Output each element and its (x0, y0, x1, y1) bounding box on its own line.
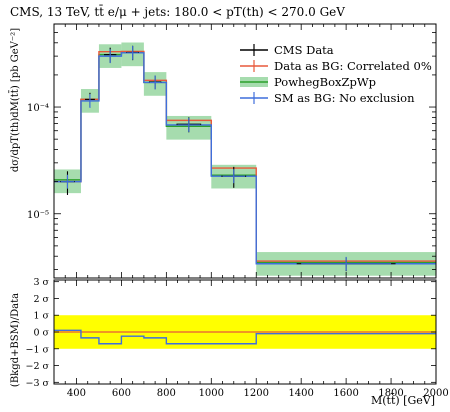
ratio-y-axis-label: (Bkgd+BSM)/Data (10, 293, 21, 387)
ratio-y-tick-label: −1 σ (25, 344, 49, 355)
legend-label: PowhegBoxZpWp (274, 75, 376, 89)
x-axis-label: M(tt̄) [GeV] (371, 394, 435, 407)
ratio-y-tick-label: 2 σ (33, 294, 49, 305)
x-tick-label: 1600 (333, 388, 358, 399)
x-tick-label: 1400 (288, 388, 313, 399)
main-y-tick-label: 10⁻⁵ (27, 210, 49, 221)
legend-label: CMS Data (274, 43, 334, 57)
x-tick-label: 400 (67, 388, 86, 399)
ratio-y-tick-label: −3 σ (25, 378, 49, 389)
x-tick-label: 1200 (244, 388, 269, 399)
legend-label: SM as BG: No exclusion (274, 91, 415, 105)
legend-label: Data as BG: Correlated 0% (274, 59, 432, 73)
ratio-y-tick-label: 3 σ (33, 277, 49, 288)
main-y-tick-label: 10⁻⁴ (27, 103, 49, 114)
ratio-y-tick-label: 0 σ (33, 328, 49, 339)
ratio-sm-line (54, 329, 436, 345)
main-y-axis-label: dσ/dpT(th)dM(tt̄) [pb GeV⁻²] (9, 28, 21, 172)
x-tick-label: 1000 (199, 388, 224, 399)
x-tick-label: 800 (157, 388, 176, 399)
ratio-y-tick-label: 1 σ (33, 311, 49, 322)
ratio-panel: 3 σ 2 σ 1 σ 0 σ −1 σ −2 σ −3 σ 400 600 800 1000 120… (25, 277, 448, 399)
chart-title: CMS, 13 TeV, tt̄ e/μ + jets: 180.0 < pT(… (10, 3, 345, 19)
main-panel: 10⁻⁵ 10⁻⁴ CMS Data Data as BG: Correlated 0… (27, 23, 437, 279)
x-tick-label: 1800 (378, 388, 403, 399)
x-tick-label: 600 (112, 388, 131, 399)
x-tick-label: 2000 (423, 388, 448, 399)
ratio-y-tick-label: −2 σ (25, 361, 49, 372)
